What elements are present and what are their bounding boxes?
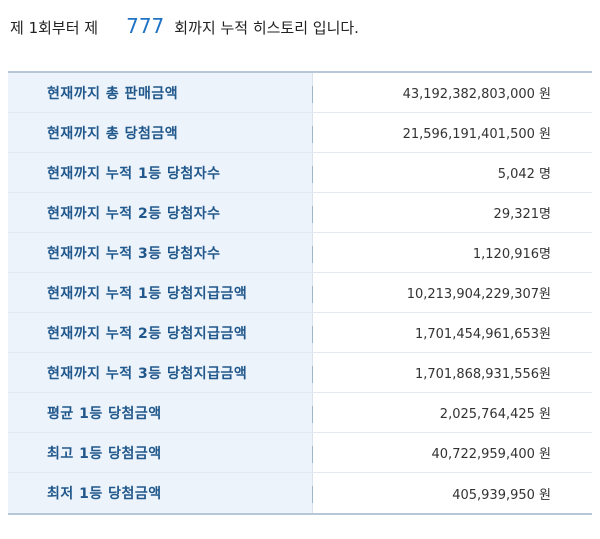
- row-label: 최저 1등 당첨금액: [8, 473, 313, 513]
- round-number: 777: [126, 14, 165, 38]
- table-row: 현재까지 누적 1등 당첨자수 5,042 명: [8, 153, 592, 193]
- row-value: 2,025,764,425 원: [439, 407, 551, 422]
- table-row: 현재까지 누적 3등 당첨지급금액 1,701,868,931,556원: [8, 353, 592, 393]
- heading-suffix: 회까지 누적 히스토리 입니다.: [174, 19, 359, 37]
- row-value: 43,192,382,803,000 원: [402, 87, 551, 102]
- table-row: 현재까지 누적 2등 당첨지급금액 1,701,454,961,653원: [8, 313, 592, 353]
- row-value: 1,120,916명: [472, 247, 551, 262]
- row-label: 현재까지 누적 1등 당첨지급금액: [8, 273, 313, 312]
- row-label: 현재까지 총 당첨금액: [8, 113, 313, 152]
- row-value: 21,596,191,401,500 원: [402, 127, 551, 142]
- row-label: 현재까지 총 판매금액: [8, 73, 313, 112]
- table-row: 현재까지 누적 2등 당첨자수 29,321명: [8, 193, 592, 233]
- table-row: 현재까지 총 판매금액 43,192,382,803,000 원: [8, 73, 592, 113]
- table-row: 현재까지 총 당첨금액 21,596,191,401,500 원: [8, 113, 592, 153]
- row-label: 현재까지 누적 3등 당첨지급금액: [8, 353, 313, 392]
- row-label: 현재까지 누적 2등 당첨자수: [8, 193, 313, 232]
- row-value: 29,321명: [493, 207, 551, 222]
- table-row: 현재까지 누적 1등 당첨지급금액 10,213,904,229,307원: [8, 273, 592, 313]
- history-heading: 제 1회부터 제 777 회까지 누적 히스토리 입니다.: [10, 14, 359, 40]
- row-label: 평균 1등 당첨금액: [8, 393, 313, 432]
- row-label: 현재까지 누적 1등 당첨자수: [8, 153, 313, 192]
- row-value: 40,722,959,400 원: [431, 447, 551, 462]
- row-label: 최고 1등 당첨금액: [8, 433, 313, 472]
- table-row: 최고 1등 당첨금액 40,722,959,400 원: [8, 433, 592, 473]
- row-value: 405,939,950 원: [452, 487, 551, 503]
- row-label: 현재까지 누적 2등 당첨지급금액: [8, 313, 313, 352]
- row-label: 현재까지 누적 3등 당첨자수: [8, 233, 313, 272]
- table-row: 현재까지 누적 3등 당첨자수 1,120,916명: [8, 233, 592, 273]
- row-value: 10,213,904,229,307원: [406, 287, 551, 302]
- history-table: 현재까지 총 판매금액 43,192,382,803,000 원 현재까지 총 …: [8, 71, 592, 515]
- row-value: 5,042 명: [497, 167, 551, 182]
- table-row: 최저 1등 당첨금액 405,939,950 원: [8, 473, 592, 513]
- heading-prefix: 제 1회부터 제: [10, 19, 99, 37]
- row-value: 1,701,454,961,653원: [414, 327, 551, 342]
- table-row: 평균 1등 당첨금액 2,025,764,425 원: [8, 393, 592, 433]
- row-value: 1,701,868,931,556원: [414, 367, 551, 382]
